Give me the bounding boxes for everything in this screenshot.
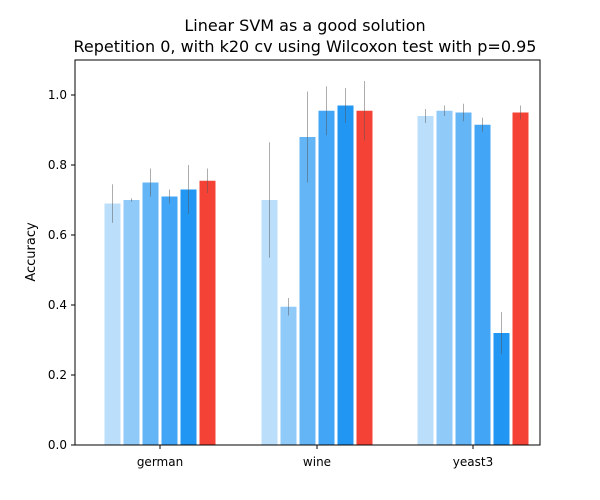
bar-yeast3-3: [455, 112, 472, 445]
bar-yeast3-1: [417, 116, 434, 445]
bar-yeast3-4: [474, 124, 491, 445]
y-axis: 0.0 0.2 0.4 0.6 0.8 1.0: [48, 88, 75, 452]
x-tick-label-german: german: [137, 455, 183, 469]
bar-german-4: [161, 196, 178, 445]
y-tick-label-4: 0.8: [48, 158, 67, 172]
bar-yeast3-6: [512, 112, 529, 445]
bar-german-5: [180, 189, 197, 445]
bar-german-6: [199, 180, 216, 445]
bar-wine-6: [356, 110, 373, 445]
y-tick-label-0: 0.0: [48, 438, 67, 452]
y-tick-label-3: 0.6: [48, 228, 67, 242]
bar-german-3: [142, 182, 159, 445]
bar-german-1: [104, 203, 121, 445]
bar-wine-3: [299, 137, 316, 445]
bar-german-2: [123, 200, 140, 445]
chart-title-line-2: Repetition 0, with k20 cv using Wilcoxon…: [74, 37, 537, 56]
y-tick-label-1: 0.2: [48, 368, 67, 382]
bar-yeast3-2: [436, 110, 453, 445]
bar-yeast3-5: [493, 333, 510, 445]
chart-title-line-1: Linear SVM as a good solution: [184, 16, 425, 35]
plot-frame: [74, 59, 541, 446]
bar-wine-5: [337, 105, 354, 445]
x-axis: german wine yeast3: [137, 445, 493, 469]
y-tick-label-5: 1.0: [48, 88, 67, 102]
bar-wine-4: [318, 110, 335, 445]
y-tick-label-2: 0.4: [48, 298, 67, 312]
bar-wine-1: [261, 200, 278, 445]
error-bars-layer: [112, 81, 521, 354]
bars-layer: [104, 105, 529, 445]
bar-wine-2: [280, 306, 297, 445]
x-tick-label-yeast3: yeast3: [453, 455, 493, 469]
x-tick-label-wine: wine: [303, 455, 331, 469]
y-axis-label: Accuracy: [24, 222, 39, 282]
